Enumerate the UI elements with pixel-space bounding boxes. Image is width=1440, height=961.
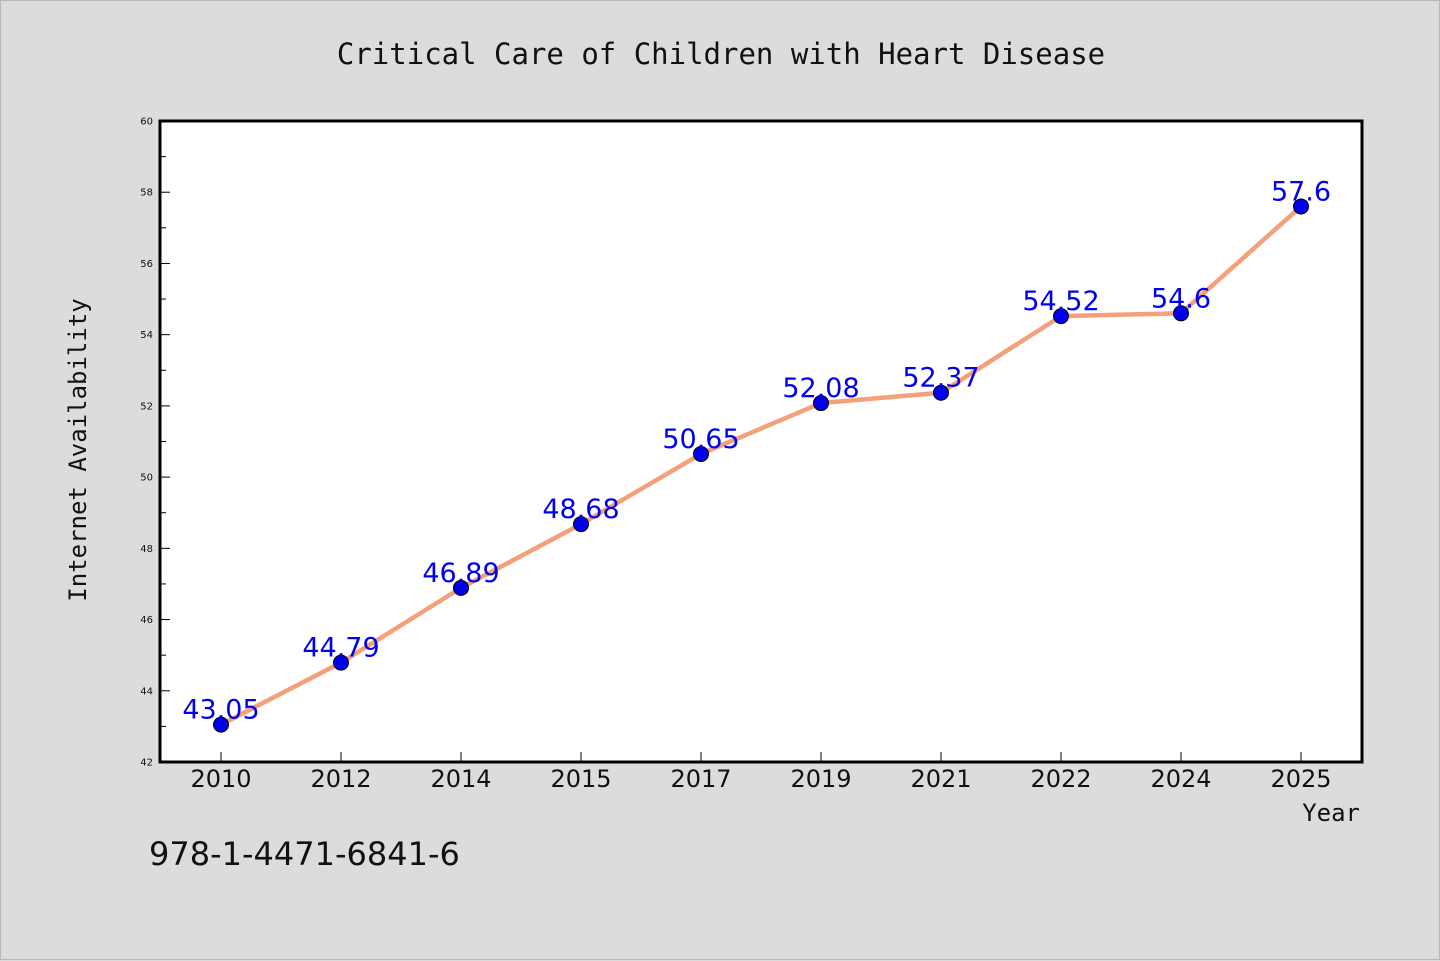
x-tick-label: 2019 (790, 765, 851, 793)
data-label: 52.08 (782, 373, 859, 404)
data-label: 43.05 (182, 695, 259, 726)
x-tick-label: 2014 (430, 765, 491, 793)
y-tick-label: 42 (140, 758, 153, 769)
data-point (1053, 308, 1069, 325)
data-point (213, 716, 229, 733)
data-label: 57.6 (1271, 176, 1331, 207)
x-tick-label: 2022 (1030, 765, 1091, 793)
y-tick-label: 46 (140, 615, 153, 626)
chart-title: Critical Care of Children with Heart Dis… (337, 37, 1105, 71)
data-point (453, 579, 469, 596)
y-tick-label: 56 (140, 259, 153, 270)
data-point (813, 395, 829, 412)
x-axis-label: Year (1302, 799, 1360, 827)
data-label: 54.6 (1151, 283, 1211, 314)
data-label: 48.68 (542, 494, 619, 525)
x-tick-label: 2010 (190, 765, 251, 793)
x-tick-label: 2025 (1270, 765, 1331, 793)
y-tick-label: 48 (140, 544, 153, 555)
data-markers (213, 198, 1309, 733)
data-point (1293, 198, 1309, 215)
data-point (573, 516, 589, 533)
y-axis: 42 44 46 48 50 52 54 56 58 60 (140, 117, 170, 769)
y-tick-label: 54 (140, 330, 153, 341)
x-axis: 2010 2012 2014 2015 2017 2019 2021 2022 2024 2025 (190, 752, 1332, 793)
y-tick-label: 60 (140, 117, 153, 128)
isbn-footnote: 978-1-4471-6841-6 (149, 835, 460, 873)
y-tick-label: 52 (140, 401, 153, 412)
data-point (933, 384, 949, 401)
x-tick-label: 2024 (1150, 765, 1211, 793)
series-line-group (218, 204, 1304, 727)
data-label: 52.37 (902, 363, 979, 394)
data-label: 50.65 (662, 424, 739, 455)
data-point (693, 445, 709, 462)
data-label: 44.79 (302, 633, 379, 664)
series-line (218, 204, 1304, 727)
data-label: 46.89 (422, 558, 499, 589)
x-tick-label: 2015 (550, 765, 611, 793)
data-point (1173, 305, 1189, 322)
x-tick-label: 2021 (910, 765, 971, 793)
y-tick-label: 50 (140, 473, 153, 484)
y-tick-label: 44 (140, 686, 153, 697)
x-tick-label: 2017 (670, 765, 731, 793)
data-labels: 43.05 44.79 46.89 48.68 50.65 52.08 52.37 54.52… (182, 176, 1331, 725)
data-point (333, 654, 349, 671)
data-label: 54.52 (1022, 286, 1099, 317)
y-tick-label: 58 (140, 188, 153, 199)
x-tick-label: 2012 (310, 765, 371, 793)
y-axis-label: Internet Availability (64, 298, 92, 601)
plot-area (158, 119, 1364, 764)
